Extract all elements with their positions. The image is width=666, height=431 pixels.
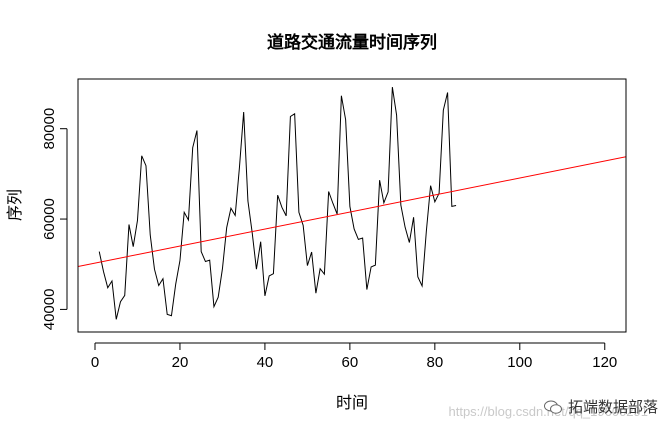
series-line-traffic	[98, 87, 457, 320]
plot-frame	[77, 78, 627, 333]
series-layer	[78, 87, 626, 320]
x-tick-label: 0	[91, 354, 99, 371]
x-tick-label: 80	[426, 354, 443, 371]
chart-title: 道路交通流量时间序列	[267, 32, 437, 53]
wechat-icon	[543, 400, 562, 414]
x-tick-label: 100	[507, 354, 532, 371]
x-axis-title: 时间	[336, 393, 368, 412]
x-tick-label: 40	[257, 354, 274, 371]
x-tick-label: 20	[172, 354, 189, 371]
x-tick-label: 60	[342, 354, 359, 371]
watermark-url: https://blog.csdn.net/qq_19600291	[448, 404, 649, 419]
axis-layer: 0 20 40 60 80 100 120 40000 60000 80000	[41, 108, 617, 371]
watermark-brand: 拓端数据部落	[567, 398, 658, 416]
y-axis-title: 序列	[5, 189, 24, 221]
x-tick-label: 120	[592, 354, 617, 371]
y-tick-label: 80000	[41, 108, 58, 150]
y-tick-label: 60000	[41, 198, 58, 240]
watermark: 拓端数据部落	[543, 396, 658, 417]
trend-line	[78, 156, 626, 267]
y-tick-label: 40000	[41, 289, 58, 331]
